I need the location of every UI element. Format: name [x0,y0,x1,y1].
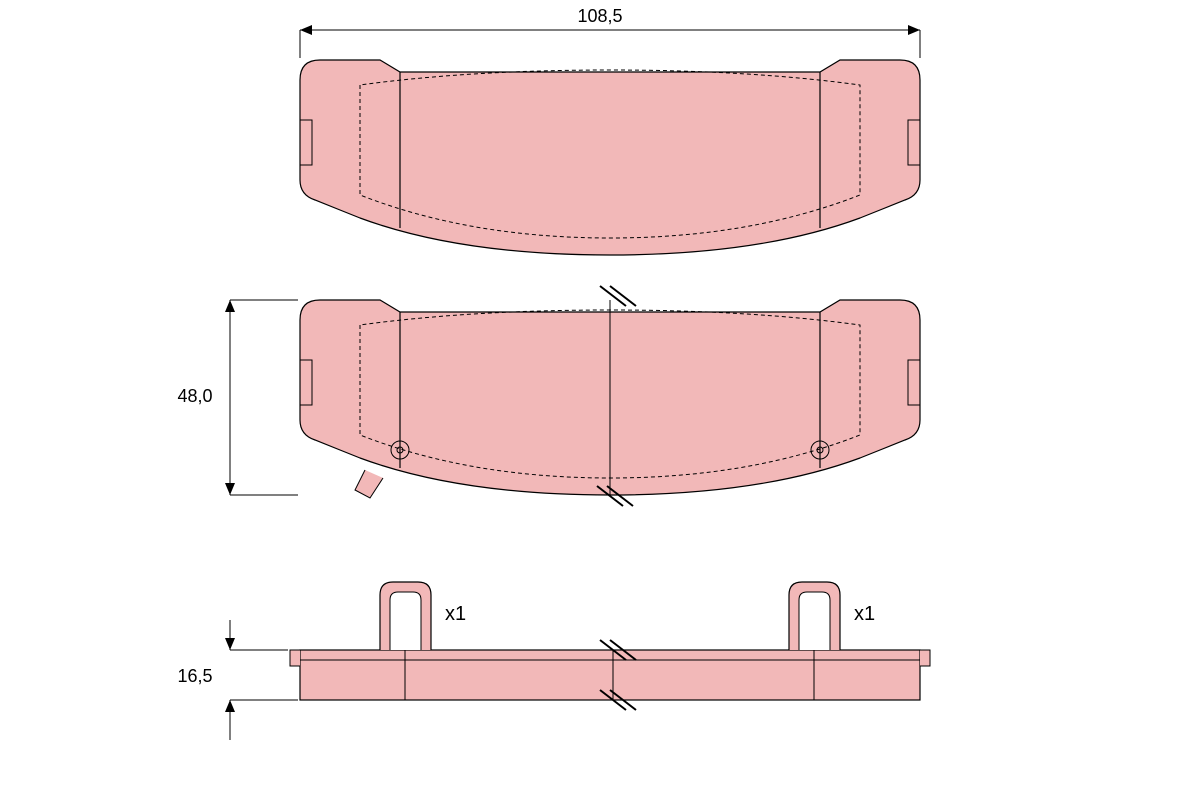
brake-pad-bottom-view [300,286,920,506]
clip-left-qty: x1 [445,603,466,625]
clip-right-qty: x1 [854,603,875,625]
dimension-height-label: 48,0 [177,386,212,406]
dimension-width-label: 108,5 [577,6,622,26]
dimension-width: 108,5 [300,6,920,58]
dimension-thickness-label: 16,5 [177,666,212,686]
brake-pad-top-view [300,60,920,255]
brake-pad-side-view: x1 x1 [290,582,930,710]
dimension-thickness: 16,5 [177,620,298,740]
dimension-height: 48,0 [177,300,298,495]
brake-pad-diagram: 108,5 48,0 [0,0,1200,800]
